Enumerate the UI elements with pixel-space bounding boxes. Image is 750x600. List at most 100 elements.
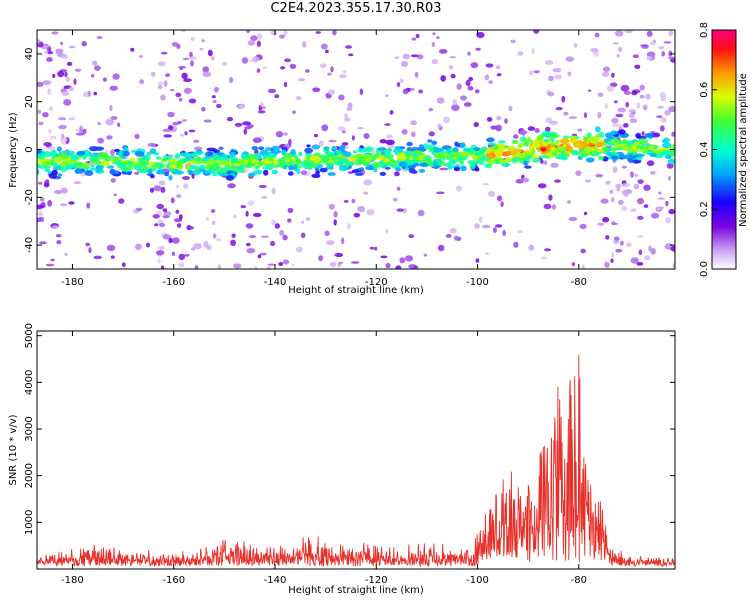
spectrogram-cell	[338, 165, 348, 172]
spectrogram-cell	[413, 162, 420, 167]
spectrogram-cell	[644, 255, 651, 261]
spectrogram-cell	[342, 70, 347, 73]
spectrogram-cell	[156, 169, 166, 175]
spectrogram-cell	[162, 128, 172, 132]
spectrogram-cell	[521, 177, 529, 183]
spectrogram-cell	[460, 95, 467, 101]
y-tick-label: 1000	[24, 510, 35, 535]
spectrogram-cell	[578, 147, 584, 152]
spectrogram-cell	[162, 215, 170, 219]
spectrogram-cell	[247, 200, 255, 207]
spectrogram-cell	[300, 232, 306, 239]
spectrogram-cell	[571, 149, 578, 155]
spectrogram-cell	[658, 46, 665, 50]
spectrogram-cell	[496, 73, 502, 77]
spectrogram-cell	[252, 56, 260, 63]
spectrogram-cell	[205, 217, 210, 221]
spectrogram-cell	[113, 159, 122, 165]
spectrogram-cell	[38, 211, 43, 217]
spectrogram-cell	[52, 162, 58, 167]
spectrogram-cell	[508, 105, 513, 112]
spectrogram-cell	[560, 156, 568, 161]
spectrogram-cell	[459, 159, 465, 166]
spectrogram-cell	[533, 30, 540, 34]
spectrogram-cell	[385, 94, 389, 98]
spectrogram-cell	[260, 235, 270, 239]
snr-trace	[37, 354, 675, 568]
spectrogram-cell	[440, 75, 447, 82]
spectrogram-cell	[262, 105, 266, 110]
spectrogram-cell	[401, 60, 409, 67]
spectrogram-cell	[240, 205, 247, 209]
spectrogram-cell	[160, 51, 168, 55]
spectrogram-cell	[540, 159, 544, 164]
spectrogram-cell	[59, 161, 68, 168]
spectrogram-cell	[184, 253, 190, 257]
spectrogram-cell	[230, 157, 239, 163]
spectrogram-cell	[605, 235, 610, 240]
spectrogram-cell	[605, 151, 613, 156]
spectrogram-cell	[205, 165, 210, 170]
spectrogram-cell	[662, 142, 672, 148]
spectrogram-cell	[596, 149, 604, 153]
spectrogram-cell	[577, 128, 583, 132]
spectrogram-cell	[467, 51, 471, 56]
spectrogram-cell	[623, 123, 629, 128]
spectrogram-cell	[218, 146, 224, 150]
spectrogram-cell	[138, 55, 143, 58]
spectrogram-cell	[259, 252, 267, 256]
spectrogram-cell	[617, 199, 624, 205]
top-y-axis-label: Frequency (Hz)	[8, 112, 19, 188]
spectrogram-cell	[326, 163, 333, 170]
spectrogram-cell	[670, 245, 675, 252]
spectrogram-cell	[561, 95, 566, 103]
spectrogram-cell	[318, 140, 324, 147]
spectrogram-cell	[252, 137, 262, 143]
spectrogram-cell	[190, 60, 194, 67]
spectrogram-cell	[496, 115, 502, 121]
spectrogram-cell	[394, 171, 400, 177]
spectrogram-cell	[70, 155, 79, 161]
spectrogram-cell	[597, 112, 602, 119]
spectrogram-cell	[389, 110, 394, 115]
spectrogram-cell	[271, 219, 277, 225]
spectrogram-cell	[188, 98, 197, 104]
spectrogram-cell	[279, 229, 285, 236]
spectrogram-cell	[47, 199, 53, 207]
spectrogram-cell	[584, 151, 595, 156]
spectrogram-cell	[647, 55, 652, 61]
spectrogram-cell	[251, 146, 259, 151]
spectrogram-cell	[636, 262, 644, 266]
spectrogram-cell	[158, 180, 166, 186]
spectrogram-cell	[249, 153, 254, 158]
spectrogram-cell	[132, 161, 141, 166]
spectrogram-cell	[611, 251, 615, 259]
spectrogram-cell	[626, 242, 632, 247]
spectrogram-cell	[68, 117, 76, 121]
colorbar-tick-label: 0.8	[699, 22, 710, 38]
spectrogram-cell	[602, 71, 610, 77]
spectrogram-cell	[298, 151, 303, 157]
spectrogram-cell	[287, 207, 294, 214]
spectrogram-cell	[643, 184, 651, 191]
spectrogram-cell	[96, 36, 103, 39]
spectrogram-cell	[516, 152, 521, 156]
spectrogram-cell	[38, 181, 43, 185]
spectrogram-cell	[345, 45, 353, 49]
chart-title: C2E4.2023.355.17.30.R03	[270, 1, 442, 16]
spectrogram-cell	[193, 139, 200, 143]
spectrogram-cell	[188, 169, 193, 176]
spectrogram-cell	[520, 136, 527, 143]
spectrogram-cell	[426, 158, 432, 164]
spectrogram-cell	[305, 69, 310, 73]
x-tick-label: -100	[466, 575, 489, 586]
spectrogram-cell	[212, 233, 217, 239]
spectrogram-cell	[627, 149, 635, 153]
spectrogram-cell	[300, 170, 308, 175]
spectrogram-cell	[571, 262, 576, 267]
spectrogram-cell	[476, 31, 485, 39]
spectrogram-cell	[600, 198, 609, 204]
spectrogram-cell	[410, 54, 419, 58]
spectrogram-cell	[396, 81, 401, 88]
spectrogram-cell	[474, 223, 480, 229]
